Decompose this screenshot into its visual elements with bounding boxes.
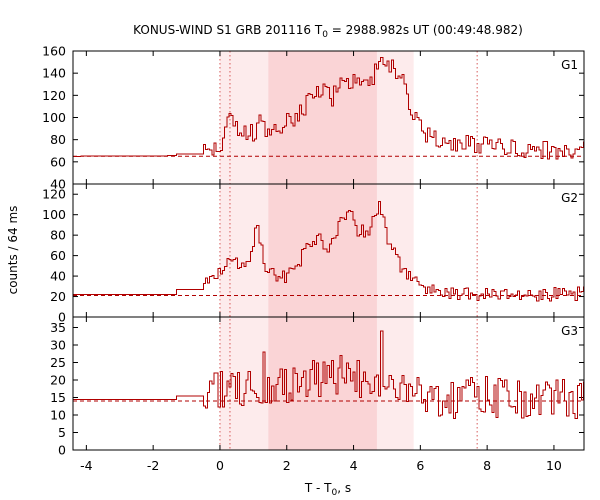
panel-g1: 40 60 80 100 120 140 160 G1 [42, 44, 585, 192]
y-tick-label: 80 [50, 132, 66, 147]
y-tick-label: 5 [58, 425, 66, 440]
y-tick-label: 60 [50, 248, 66, 263]
y-tick-label: 20 [50, 289, 66, 304]
y-tick-label: 100 [42, 110, 66, 125]
y-tick-label: 120 [42, 187, 66, 202]
y-tick-label: 160 [42, 44, 66, 59]
light-curve-g1 [72, 57, 585, 160]
x-tick-label: 0 [216, 458, 224, 473]
plot-frame [72, 50, 585, 451]
x-tick-label: -2 [147, 458, 159, 473]
y-tick-label: 40 [50, 177, 66, 192]
x-tick-label: 2 [283, 458, 291, 473]
y-tick-label: 30 [50, 338, 66, 353]
x-tick-label: 6 [416, 458, 424, 473]
panel-g3: 0 5 10 15 20 25 30 35 G3 [50, 317, 585, 458]
y-tick-label: 140 [42, 66, 66, 81]
panel-label: G2 [561, 191, 578, 205]
y-tick-label: 80 [50, 228, 66, 243]
y-tick-label: 0 [58, 443, 66, 458]
x-tick-label: 4 [350, 458, 358, 473]
shaded-intervals [219, 51, 414, 450]
y-tick-label: 15 [50, 390, 66, 405]
y-tick-label: 100 [42, 207, 66, 222]
x-tick-label: 8 [483, 458, 491, 473]
y-tick-label: 120 [42, 88, 66, 103]
light-curve-g3 [73, 330, 585, 419]
y-tick-label: 60 [50, 154, 66, 169]
y-tick-label: 0 [58, 310, 66, 325]
y-tick-label: 10 [50, 408, 66, 423]
panel-label: G1 [561, 58, 578, 72]
y-tick-label: 40 [50, 269, 66, 284]
y-axis-label: counts / 64 ms [6, 206, 20, 295]
light-curve-g2 [73, 201, 585, 302]
x-axis: -4 -2 0 2 4 6 8 10 [80, 458, 562, 473]
x-tick-label: 10 [546, 458, 562, 473]
x-axis-label: T - T0, s [304, 481, 351, 498]
panel-label: G3 [561, 324, 578, 338]
chart-title: KONUS-WIND S1 GRB 201116 T0 = 2988.982s … [133, 23, 523, 40]
y-tick-label: 25 [50, 355, 66, 370]
x-tick-label: -4 [80, 458, 93, 473]
panel-g2: 0 20 40 60 80 100 120 G2 [42, 184, 585, 325]
panels: 40 60 80 100 120 140 160 G1 0 20 40 60 80 100 120 G2 0 5 1… [42, 44, 585, 458]
y-tick-label: 20 [50, 373, 66, 388]
y-tick-label: 35 [50, 320, 66, 335]
